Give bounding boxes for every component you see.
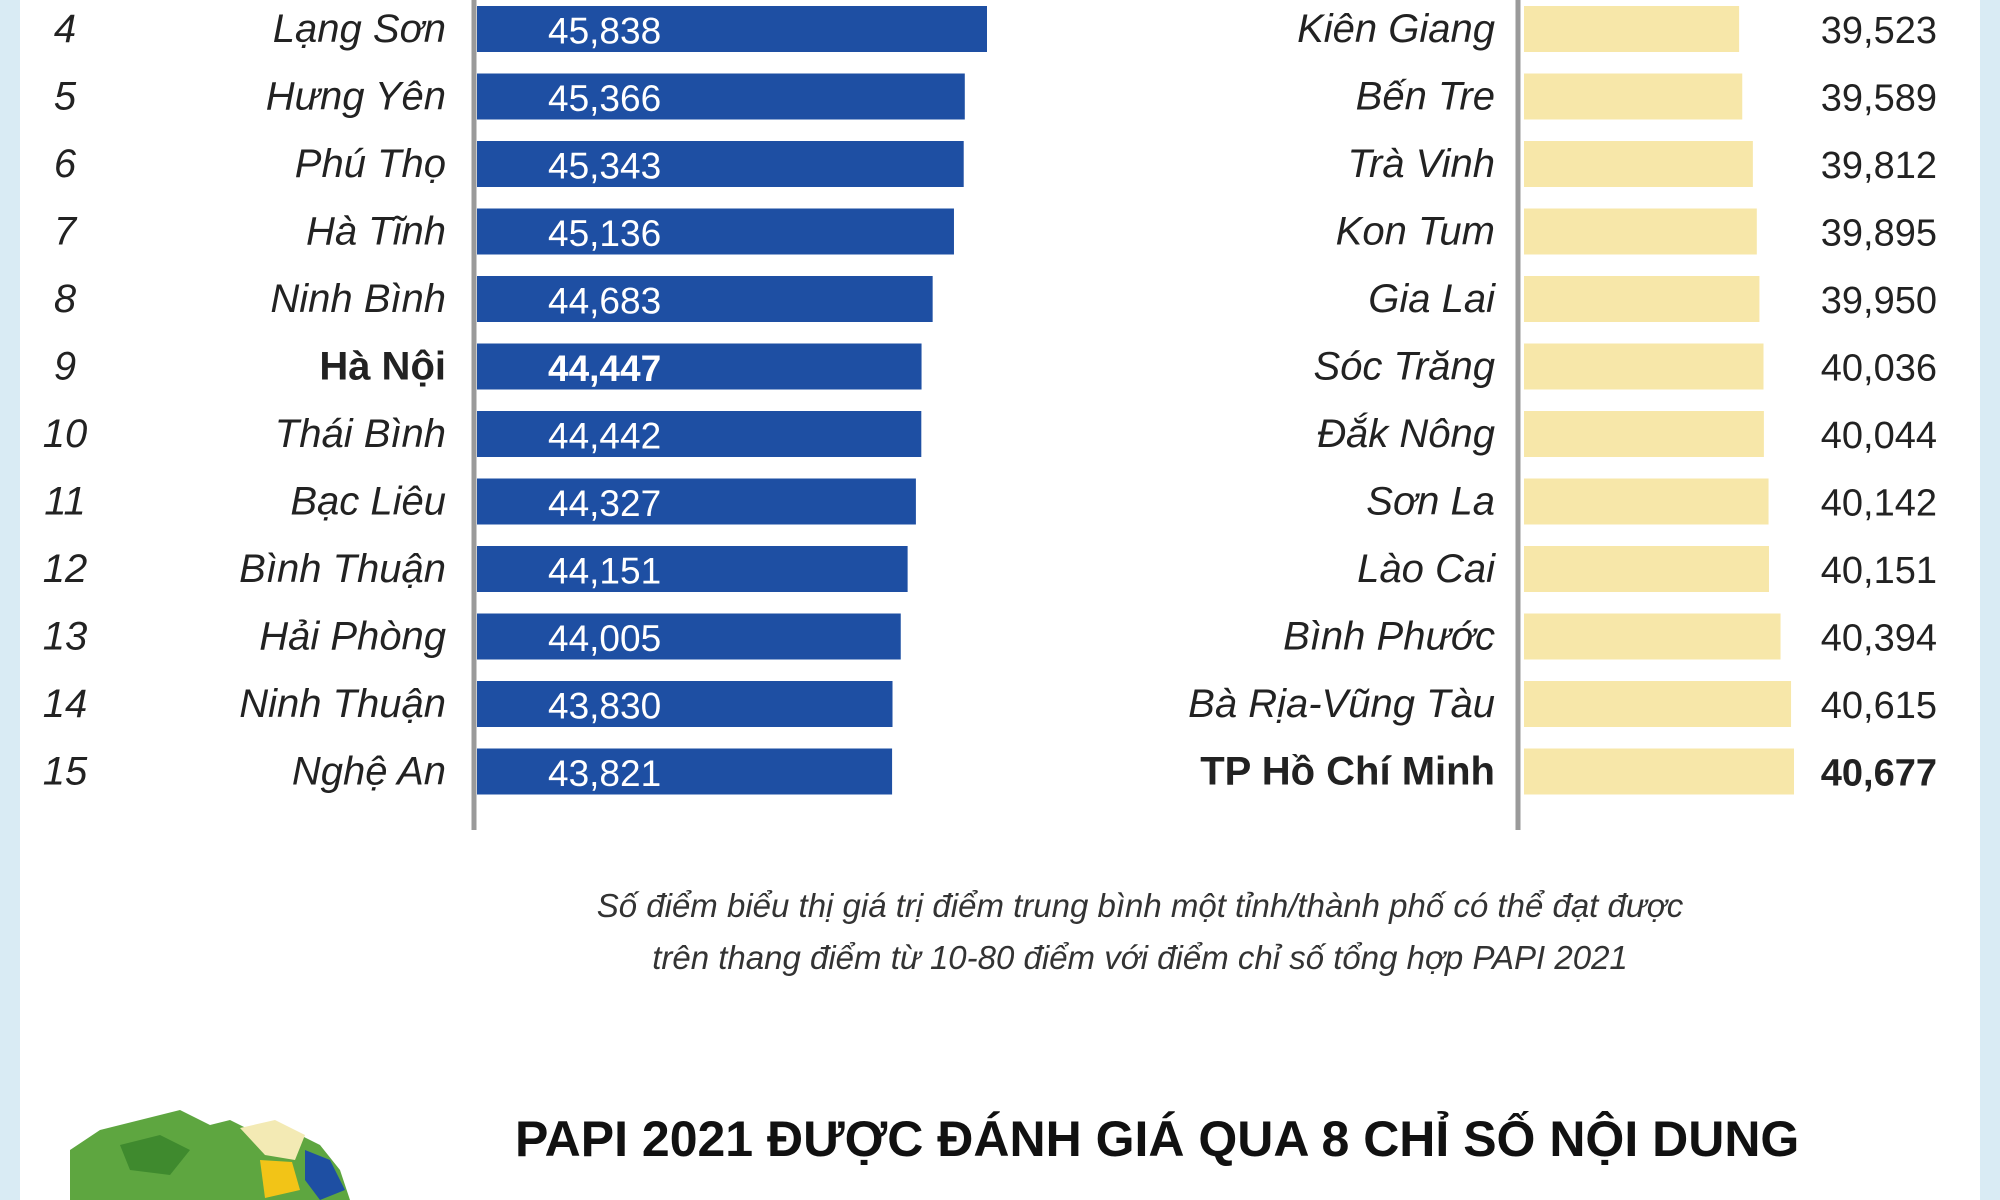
- value-label: 44,327: [548, 483, 661, 524]
- left-bar: [477, 6, 987, 52]
- province-label: Bà Rịa-Vũng Tàu: [1188, 682, 1495, 726]
- right-bar: [1524, 411, 1764, 457]
- province-label: Gia Lai: [1368, 277, 1496, 321]
- province-label: Bến Tre: [1356, 75, 1495, 119]
- value-label: 40,615: [1821, 685, 1937, 727]
- rank-label: 7: [54, 210, 78, 254]
- province-label: Hà Tĩnh: [306, 210, 446, 254]
- value-label: 45,136: [548, 213, 661, 254]
- right-bar: [1524, 73, 1743, 120]
- province-label: Lạng Sơn: [273, 7, 446, 51]
- left-bar: [477, 343, 922, 390]
- footnote: Số điểm biểu thị giá trị điểm trung bình…: [430, 880, 1850, 984]
- value-label: 44,442: [548, 416, 661, 457]
- province-label: Hà Nội: [319, 345, 446, 389]
- value-label: 40,394: [1821, 618, 1937, 660]
- left-bar: [477, 681, 893, 727]
- value-label: 39,950: [1821, 280, 1937, 322]
- right-bar: [1524, 343, 1764, 390]
- province-label: Hưng Yên: [266, 75, 446, 119]
- province-label: Bạc Liêu: [290, 480, 446, 524]
- right-bar: [1524, 681, 1792, 727]
- left-border-strip: [0, 0, 20, 1200]
- value-label: 44,683: [548, 281, 661, 322]
- value-label: 44,447: [548, 348, 661, 389]
- value-label: 45,838: [548, 11, 661, 52]
- value-label: 45,343: [548, 146, 661, 187]
- rank-label: 5: [54, 75, 77, 119]
- province-label: Nghệ An: [292, 750, 446, 794]
- province-label: Lào Cai: [1357, 547, 1496, 591]
- value-label: 39,895: [1821, 213, 1937, 255]
- province-label: TP Hồ Chí Minh: [1200, 750, 1495, 794]
- province-label: Trà Vinh: [1348, 142, 1495, 186]
- value-label: 40,036: [1821, 348, 1937, 390]
- province-label: Hải Phòng: [259, 615, 446, 659]
- right-bar: [1524, 613, 1781, 660]
- value-label: 39,812: [1821, 145, 1937, 187]
- left-bar: [477, 748, 893, 795]
- province-label: Thái Bình: [275, 412, 446, 456]
- value-label: 40,142: [1821, 483, 1937, 525]
- section-heading: PAPI 2021 ĐƯỢC ĐÁNH GIÁ QUA 8 CHỈ SỐ NỘI…: [515, 1111, 1800, 1167]
- province-label: Ninh Bình: [270, 277, 446, 321]
- value-label: 39,589: [1821, 78, 1937, 120]
- rank-label: 10: [43, 412, 88, 456]
- left-bar: [477, 73, 965, 120]
- left-bar: [477, 411, 922, 457]
- value-label: 40,151: [1821, 550, 1937, 592]
- rank-label: 6: [54, 142, 77, 186]
- value-label: 40,677: [1821, 753, 1937, 795]
- right-bar: [1524, 6, 1740, 52]
- province-label: Bình Thuận: [239, 547, 446, 591]
- rank-label: 15: [43, 750, 88, 794]
- province-label: Phú Thọ: [295, 142, 446, 186]
- left-bar: [477, 208, 954, 255]
- vietnam-map-thumbnail: [70, 1110, 350, 1200]
- left-bar: [477, 141, 964, 187]
- rank-label: 12: [43, 547, 88, 591]
- rank-label: 4: [54, 7, 76, 51]
- right-bar: [1524, 208, 1757, 255]
- province-label: Sóc Trăng: [1313, 345, 1495, 389]
- value-label: 44,151: [548, 551, 661, 592]
- province-label: Ninh Thuận: [239, 682, 446, 726]
- rank-label: 13: [43, 615, 88, 659]
- right-bar: [1524, 478, 1769, 525]
- province-label: Kon Tum: [1336, 210, 1495, 254]
- value-label: 43,821: [548, 753, 661, 794]
- right-bar: [1524, 546, 1769, 592]
- right-bar: [1524, 276, 1760, 322]
- rank-label: 11: [44, 480, 86, 524]
- value-label: 44,005: [548, 618, 661, 659]
- left-bar: [477, 546, 908, 592]
- province-label: Đắk Nông: [1317, 411, 1495, 456]
- left-bar: [477, 478, 916, 525]
- province-label: Bình Phước: [1283, 615, 1495, 659]
- rank-label: 8: [54, 277, 77, 321]
- footnote-line-1: Số điểm biểu thị giá trị điểm trung bình…: [596, 887, 1684, 924]
- right-border-strip: [1980, 0, 2000, 1200]
- left-bar: [477, 613, 901, 660]
- rank-label: 9: [54, 345, 76, 389]
- right-bar: [1524, 748, 1794, 795]
- province-label: Sơn La: [1366, 480, 1495, 524]
- left-bar: [477, 276, 933, 322]
- value-label: 45,366: [548, 78, 661, 119]
- value-label: 43,830: [548, 686, 661, 727]
- rank-label: 14: [43, 682, 88, 726]
- value-label: 40,044: [1821, 415, 1937, 457]
- footnote-line-2: trên thang điểm từ 10-80 điểm với điểm c…: [652, 939, 1628, 976]
- right-bar: [1524, 141, 1753, 187]
- value-label: 39,523: [1821, 10, 1937, 52]
- province-label: Kiên Giang: [1297, 7, 1495, 51]
